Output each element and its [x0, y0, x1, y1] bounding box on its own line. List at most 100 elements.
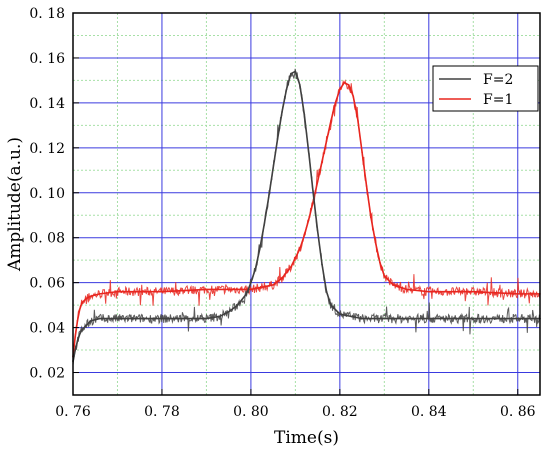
data-point	[516, 317, 519, 320]
x-tick-label: 0. 82	[322, 404, 358, 420]
data-point	[307, 151, 310, 154]
axis-ticks: 0. 76 0. 78 0. 80 0. 82 0. 84 0. 86 0. 02 0. 04…	[29, 6, 535, 420]
y-tick-label: 0. 10	[29, 186, 65, 202]
data-point	[303, 234, 306, 237]
data-point	[307, 218, 310, 221]
data-point	[272, 167, 274, 169]
x-tick-label: 0. 84	[411, 404, 447, 420]
y-tick-label: 0. 02	[29, 366, 65, 382]
data-point	[205, 317, 208, 320]
data-point	[227, 311, 230, 313]
plot-frame	[72, 12, 541, 396]
legend-label: F=2	[483, 72, 513, 88]
data-point	[370, 216, 372, 219]
data-point	[89, 295, 92, 297]
data-point	[81, 302, 83, 304]
data-point	[254, 268, 257, 270]
data-point	[325, 140, 328, 142]
data-point	[290, 266, 292, 268]
data-point	[250, 288, 252, 291]
data-point	[294, 70, 297, 73]
data-point	[85, 297, 88, 300]
series-line	[72, 70, 540, 362]
data-point	[347, 84, 350, 86]
data-point	[245, 293, 248, 295]
data-point	[78, 333, 81, 336]
y-tick-label: 0. 08	[29, 231, 65, 247]
data-point	[316, 180, 319, 183]
data-point	[516, 293, 519, 295]
data-point	[303, 113, 306, 115]
x-tick-label: 0. 80	[233, 404, 269, 420]
x-tick-label: 0. 78	[144, 404, 180, 420]
data-point	[361, 317, 363, 320]
data-point	[259, 248, 261, 250]
data-point	[74, 349, 77, 351]
data-point	[361, 151, 363, 154]
data-point	[334, 102, 337, 104]
data-point	[405, 288, 408, 291]
data-point	[161, 290, 163, 293]
x-tick-label: 0. 86	[500, 404, 536, 420]
series-F=1	[72, 79, 541, 358]
data-point	[267, 196, 270, 199]
y-tick-label: 0. 04	[29, 321, 65, 337]
data-point	[89, 320, 92, 322]
data-point	[85, 324, 88, 327]
data-point	[472, 317, 475, 320]
data-point	[218, 315, 221, 318]
x-tick-label: 0. 76	[55, 404, 91, 420]
data-point	[339, 88, 341, 91]
data-point	[472, 290, 475, 293]
data-point	[281, 111, 283, 113]
data-point	[276, 138, 279, 140]
data-point	[379, 261, 381, 264]
legend: F=2F=1	[432, 65, 539, 112]
data-point	[365, 185, 368, 187]
data-point	[74, 335, 77, 338]
grid	[73, 13, 540, 396]
data-point	[374, 241, 377, 243]
data-point	[76, 320, 79, 322]
y-axis-title: Amplitude(a.u.)	[5, 137, 25, 272]
data-point	[339, 313, 341, 315]
y-tick-label: 0. 12	[29, 141, 65, 157]
x-axis-title: Time(s)	[274, 428, 339, 448]
data-point	[299, 84, 301, 86]
data-point	[299, 248, 301, 250]
series-F=2	[72, 68, 541, 366]
data-point	[312, 191, 314, 194]
data-point	[116, 317, 119, 320]
data-point	[205, 288, 208, 291]
data-point	[98, 293, 101, 295]
data-point	[161, 317, 163, 320]
data-point	[321, 263, 323, 266]
series-line-noise	[72, 68, 541, 366]
data-point	[321, 160, 323, 163]
data-point	[428, 317, 430, 320]
legend-box	[432, 65, 539, 112]
data-point	[250, 281, 252, 284]
data-point	[383, 317, 386, 320]
y-tick-label: 0. 06	[29, 276, 65, 292]
data-point	[81, 329, 83, 331]
series-layer	[72, 68, 541, 366]
data-point	[236, 304, 239, 306]
data-point	[428, 290, 430, 293]
data-point	[272, 284, 274, 286]
data-point	[383, 275, 386, 277]
data-point	[263, 223, 266, 226]
y-tick-label: 0. 14	[29, 96, 65, 112]
data-point	[352, 95, 355, 97]
data-point	[343, 81, 346, 84]
data-point	[76, 340, 79, 342]
data-point	[330, 304, 332, 306]
y-tick-label: 0. 16	[29, 51, 65, 67]
y-tick-label: 0. 18	[29, 6, 65, 22]
data-point	[98, 317, 101, 320]
data-point	[78, 308, 81, 311]
data-point	[356, 117, 359, 120]
data-point	[116, 290, 119, 293]
data-point	[285, 88, 288, 91]
